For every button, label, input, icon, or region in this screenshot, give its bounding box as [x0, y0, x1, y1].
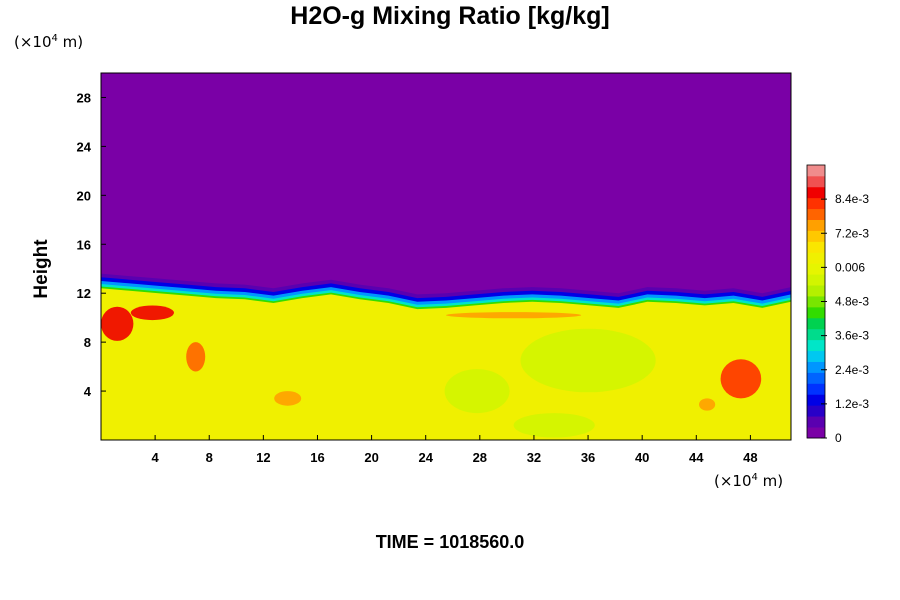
- moisture-pocket-4: [274, 391, 302, 406]
- moisture-pocket-8: [444, 369, 510, 414]
- x-tick-label: 8: [206, 450, 213, 465]
- colorbar-segment: [807, 328, 825, 341]
- moisture-pocket-1: [101, 306, 134, 341]
- colorbar-segment: [807, 274, 825, 286]
- colorbar-tick-label: 0: [835, 431, 842, 445]
- colorbar-segment: [807, 416, 825, 428]
- x-tick-label: 4: [152, 450, 160, 465]
- colorbar-segment: [807, 219, 825, 231]
- colorbar-tick-label: 8.4e-3: [835, 192, 869, 206]
- plot-frame: [100, 72, 792, 441]
- colorbar-tick-label: 1.2e-3: [835, 397, 869, 411]
- x-tick-label: 40: [635, 450, 649, 465]
- moist-lower-region: [101, 288, 791, 440]
- colorbar-tick-label: 0.006: [835, 260, 865, 274]
- colorbar-segment: [807, 372, 825, 384]
- x-tick-label: 20: [364, 450, 378, 465]
- colorbar-segment: [807, 296, 825, 308]
- y-tick-label: 8: [84, 335, 91, 350]
- x-tick-label: 36: [581, 450, 595, 465]
- colorbar-segment: [807, 405, 825, 417]
- x-tick-label: 28: [473, 450, 487, 465]
- colorbar-segment: [807, 230, 825, 242]
- colorbar-segment: [807, 394, 825, 406]
- x-tick-label: 32: [527, 450, 541, 465]
- colorbar-tick-label: 2.4e-3: [835, 363, 869, 377]
- moisture-pocket-3: [186, 342, 206, 372]
- y-tick-label: 24: [77, 139, 92, 154]
- moisture-pocket-10: [445, 312, 582, 319]
- plot-area: [101, 73, 791, 440]
- y-tick-label: 4: [84, 384, 92, 399]
- colorbar-segment: [807, 317, 825, 330]
- colorbar-segment: [807, 197, 825, 210]
- colorbar-segment: [807, 383, 825, 395]
- moisture-pocket-2: [130, 305, 174, 321]
- moisture-pocket-7: [520, 328, 656, 393]
- colorbar-segment: [807, 186, 825, 199]
- x-tick-label: 12: [256, 450, 270, 465]
- moisture-pocket-9: [513, 413, 595, 438]
- colorbar-segment: [807, 285, 825, 297]
- colorbar-tick-label: 7.2e-3: [835, 226, 869, 240]
- colorbar-segment: [807, 339, 825, 352]
- y-axis-unit: (×104 m): [14, 33, 84, 51]
- y-tick-label: 28: [77, 90, 91, 105]
- x-axis-unit: (×104 m): [714, 472, 784, 490]
- moisture-pocket-5: [720, 359, 762, 399]
- x-tick-label: 24: [418, 450, 433, 465]
- colorbar-segment: [807, 252, 825, 264]
- time-label: TIME = 1018560.0: [375, 532, 525, 552]
- colorbar-segment: [807, 241, 825, 253]
- colorbar-segment: [807, 350, 825, 362]
- colorbar-segment: [807, 306, 825, 319]
- colorbar-tick-label: 3.6e-3: [835, 329, 869, 343]
- colorbar: 0 1.2e-3 2.4e-3 3.6e-3 4.8e-3 0.006 7.2e-3 8.4e…: [806, 164, 869, 445]
- colorbar-segment: [807, 165, 825, 177]
- moisture-pocket-6: [699, 398, 716, 411]
- y-tick-label: 12: [77, 286, 91, 301]
- colorbar-segment: [807, 208, 825, 220]
- chart-title: H2O-g Mixing Ratio [kg/kg]: [290, 2, 610, 30]
- x-tick-label: 16: [310, 450, 324, 465]
- x-tick-label: 44: [689, 450, 704, 465]
- colorbar-segment: [807, 427, 825, 439]
- y-tick-label: 20: [77, 188, 91, 203]
- colorbar-segment: [807, 175, 825, 188]
- colorbar-tick-label: 4.8e-3: [835, 295, 869, 309]
- colorbar-segment: [807, 263, 825, 275]
- colorbar-segment: [807, 361, 825, 373]
- x-tick-label: 48: [743, 450, 757, 465]
- y-tick-label: 16: [77, 237, 91, 252]
